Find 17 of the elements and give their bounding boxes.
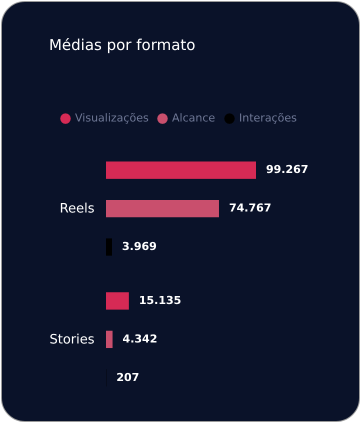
y-tick-label: Stories xyxy=(49,332,95,348)
data-label: 99.267 xyxy=(266,163,308,176)
legend-label: Visualizações xyxy=(75,112,149,125)
data-label: 15.135 xyxy=(138,294,182,307)
legend-label: Alcance xyxy=(172,112,216,125)
chart-title: Médias por formato xyxy=(48,36,196,54)
data-label: 207 xyxy=(116,370,140,384)
bar xyxy=(106,162,256,179)
bar xyxy=(106,330,113,348)
data-label: 4.342 xyxy=(122,332,158,346)
data-label: 74.767 xyxy=(228,202,272,215)
bar xyxy=(106,238,112,256)
data-label: 3.969 xyxy=(122,240,157,254)
bar xyxy=(106,200,219,218)
legend-label: Interações xyxy=(239,112,298,125)
bar xyxy=(106,292,129,310)
y-tick-label: Reels xyxy=(60,202,95,217)
